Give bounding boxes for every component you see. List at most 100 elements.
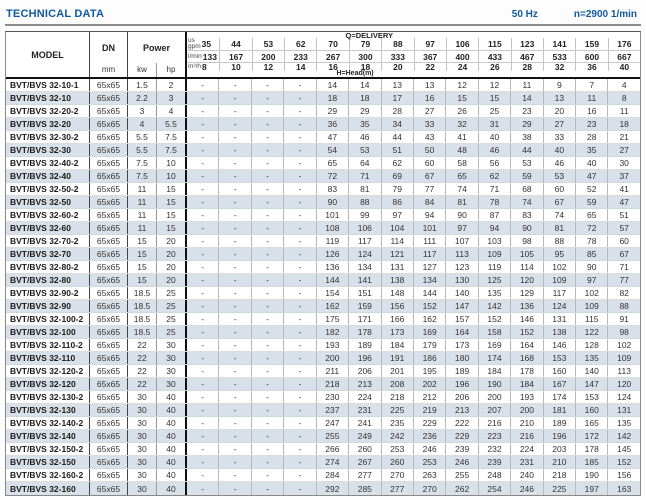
dn-cell: 65x65 [90, 404, 128, 416]
head-cell: - [250, 209, 283, 221]
head-cell: - [283, 261, 315, 273]
head-cell: - [201, 405, 205, 415]
lmin-cell: 367 [413, 51, 446, 62]
table-row: BVT/BVS 32-30 65x65 5.5 7.5- - - -54 53 51 50 48 46… [6, 144, 640, 157]
gpm-value: 159 [584, 39, 600, 50]
head-cell: 8 [607, 92, 639, 104]
head-cell: 60 [542, 183, 575, 195]
head-cell: - [201, 340, 205, 350]
head-cell: - [218, 469, 250, 481]
head-cell: 175 [315, 313, 348, 325]
head-cell: 135 [575, 352, 607, 364]
head-cell: - [250, 378, 283, 390]
head-cell: - [218, 339, 250, 351]
table-row: BVT/BVS 32-50-2 65x65 11 15- - - -83 81 79 77 74 71… [6, 183, 640, 196]
table-row: BVT/BVS 32-160-2 65x65 30 40- - - -284 277 270 26… [6, 469, 640, 482]
head-cell: - [218, 391, 250, 403]
head-cell: 85 [575, 248, 607, 260]
head-cell: 191 [380, 352, 413, 364]
head-cell: 196 [445, 378, 477, 390]
head-cell: 47 [315, 131, 348, 143]
head-cell: 41 [607, 183, 639, 195]
model-cell: BVT/BVS 32-90-2 [6, 287, 90, 299]
head-cell: 46 [542, 157, 575, 169]
lmin-unit-line: l/min [188, 52, 202, 60]
kw-cell: 4 [128, 118, 157, 130]
kw-cell: 15 [128, 274, 157, 286]
hp-cell: 40 [157, 404, 187, 416]
hp-cell: 15 [157, 222, 187, 234]
head-cell: - [283, 92, 315, 104]
head-cell: 18 [607, 118, 639, 130]
head-cell: 200 [477, 391, 510, 403]
head-cell: 212 [412, 391, 445, 403]
head-cell: 88 [542, 235, 575, 247]
head-cell: 35 [575, 144, 607, 156]
head-cell: 14 [510, 92, 542, 104]
dn-cell: 65x65 [90, 352, 128, 364]
head-cell: 23 [575, 118, 607, 130]
head-label-row: H=Head(m) [187, 70, 640, 77]
head-cell: 119 [315, 235, 348, 247]
head-cell: 160 [575, 404, 607, 416]
head-cell: 74 [445, 183, 477, 195]
hp-cell: 10 [157, 170, 187, 182]
head-cell: 97 [575, 274, 607, 286]
dn-cell: 65x65 [90, 222, 128, 234]
lmin-value: 133 [202, 51, 217, 62]
lmin-cell: 267 [316, 51, 348, 62]
model-cell: BVT/BVS 32-130 [6, 404, 90, 416]
head-cell: 72 [315, 170, 348, 182]
table-row: BVT/BVS 32-160 65x65 30 40- - - -292 285 277 270 2… [6, 482, 640, 495]
head-cell: 174 [542, 391, 575, 403]
head-cell: - [283, 430, 315, 442]
head-cell: 60 [607, 235, 639, 247]
hp-cell: 20 [157, 261, 187, 273]
head-cell: 12 [445, 79, 477, 91]
lmin-cell: 533 [542, 51, 575, 62]
kw-cell: 11 [128, 196, 157, 208]
head-cell: 119 [477, 261, 510, 273]
m3h-value: 28 [522, 62, 532, 71]
head-cell: 224 [348, 391, 380, 403]
m3h-value: 24 [457, 62, 468, 71]
head-cell: 128 [575, 339, 607, 351]
head-cell: - [201, 301, 205, 311]
head-cell: - [218, 365, 250, 377]
head-cell: 13 [380, 79, 413, 91]
lmin-value: 200 [261, 51, 276, 62]
model-cell: BVT/BVS 32-20 [6, 118, 90, 130]
head-cell: 71 [477, 183, 510, 195]
head-cell: 223 [477, 430, 510, 442]
head-cell: 196 [542, 430, 575, 442]
hp-cell: 40 [157, 469, 187, 481]
head-cell: 124 [607, 391, 639, 403]
kw-cell: 22 [128, 378, 157, 390]
dn-cell: 65x65 [90, 339, 128, 351]
column-header-dn-group: DN mm [90, 32, 128, 77]
head-cell: 90 [510, 222, 542, 234]
head-cell: 31 [477, 118, 510, 130]
hp-cell: 5.5 [157, 118, 187, 130]
head-cell: 83 [315, 183, 348, 195]
head-cell: 189 [445, 365, 477, 377]
head-cell: - [250, 92, 283, 104]
head-cell: - [201, 236, 205, 246]
dn-cell: 65x65 [90, 365, 128, 377]
power-units-row: kw hp [128, 63, 185, 77]
column-header-kw: kw [128, 63, 157, 77]
head-cell: 33 [412, 118, 445, 130]
m3h-value: 10 [231, 62, 241, 71]
head-cell: - [218, 79, 250, 91]
head-cell: 179 [412, 339, 445, 351]
head-cell: 81 [348, 183, 380, 195]
head-cell: - [283, 235, 315, 247]
head-cell: - [283, 118, 315, 130]
table-row: BVT/BVS 32-120 65x65 22 30- - - -218 213 208 202 1… [6, 378, 640, 391]
m3h-cell: 18 [348, 62, 381, 71]
head-cell: 26 [445, 105, 477, 117]
head-cell: - [283, 469, 315, 481]
head-cell: 84 [412, 196, 445, 208]
head-cell: - [201, 418, 205, 428]
hp-cell: 4 [157, 105, 187, 117]
